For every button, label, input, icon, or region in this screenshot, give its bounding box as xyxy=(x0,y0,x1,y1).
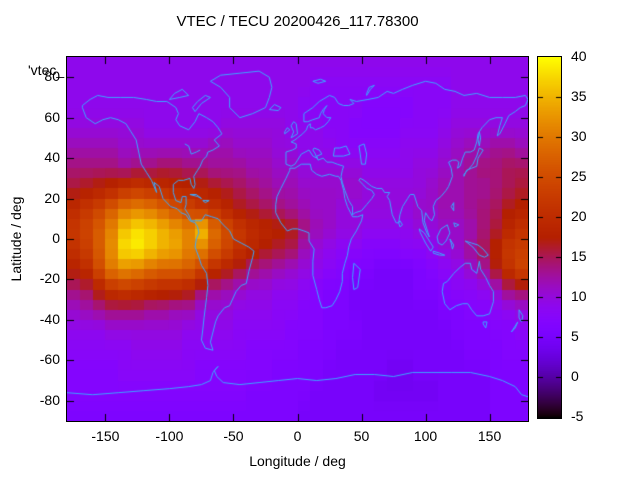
y-tick-label: -60 xyxy=(39,351,60,368)
x-tick-label: 100 xyxy=(413,428,438,444)
colorbar-tick-label: 35 xyxy=(571,88,587,104)
x-axis-label: Longitude / deg xyxy=(249,453,346,469)
key-label: 'vtec_ xyxy=(28,62,65,78)
colorbar-tick-label: 5 xyxy=(571,328,579,344)
x-tick-label: 150 xyxy=(477,428,502,444)
x-tick-label: -100 xyxy=(155,428,184,444)
y-tick-label: 60 xyxy=(44,108,60,125)
colorbar-tick-label: 30 xyxy=(571,128,587,144)
y-tick-label: -20 xyxy=(39,270,60,287)
colorbar-tick-label: 10 xyxy=(571,288,587,304)
x-tick-label: 0 xyxy=(293,428,302,444)
y-tick-label: -40 xyxy=(39,310,60,327)
plot-title: VTEC / TECU 20200426_117.78300 xyxy=(176,13,419,30)
y-tick-label: -80 xyxy=(39,391,60,408)
colorbar-canvas xyxy=(538,57,561,418)
plot-area xyxy=(66,56,529,422)
colorbar xyxy=(537,56,562,419)
y-tick-label: 0 xyxy=(52,230,60,246)
y-tick-label: 20 xyxy=(44,189,60,206)
y-tick-label: 40 xyxy=(44,149,60,166)
heatmap-canvas xyxy=(67,57,528,421)
colorbar-tick-label: 0 xyxy=(571,368,579,384)
colorbar-tick-label: 40 xyxy=(571,48,587,64)
colorbar-tick-label: 20 xyxy=(571,208,587,224)
x-tick-label: -50 xyxy=(223,428,244,444)
x-tick-label: -150 xyxy=(91,428,120,444)
y-tick-label: 80 xyxy=(44,68,60,85)
x-tick-label: 50 xyxy=(353,428,370,444)
colorbar-tick-label: 15 xyxy=(571,248,587,264)
colorbar-tick-label: 25 xyxy=(571,168,587,184)
colorbar-tick-label: -5 xyxy=(571,408,584,424)
